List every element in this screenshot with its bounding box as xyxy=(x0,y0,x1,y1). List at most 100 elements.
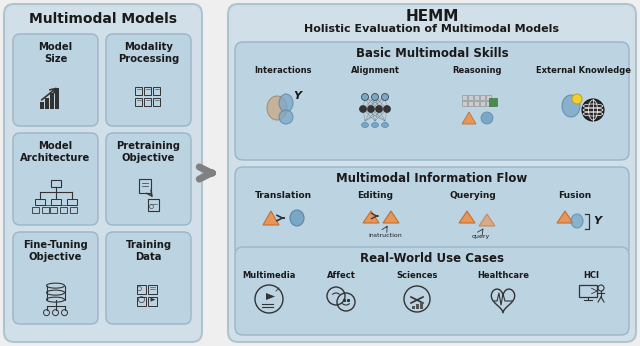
Ellipse shape xyxy=(290,210,304,226)
Polygon shape xyxy=(459,211,475,223)
Bar xyxy=(136,297,145,306)
Circle shape xyxy=(371,93,378,100)
Text: Editing: Editing xyxy=(357,191,393,200)
Text: Affect: Affect xyxy=(326,271,355,280)
Bar xyxy=(42,207,49,213)
Bar xyxy=(147,199,159,211)
Bar xyxy=(143,86,150,95)
Bar xyxy=(40,102,44,109)
Bar xyxy=(45,98,49,109)
Ellipse shape xyxy=(279,94,293,112)
Ellipse shape xyxy=(267,96,287,120)
FancyBboxPatch shape xyxy=(235,247,629,335)
Bar xyxy=(152,86,159,95)
Ellipse shape xyxy=(371,122,378,127)
Text: HEMM: HEMM xyxy=(405,9,459,24)
Text: Sciences: Sciences xyxy=(396,271,438,280)
Text: Reasoning: Reasoning xyxy=(452,66,502,75)
FancyBboxPatch shape xyxy=(106,133,191,225)
Ellipse shape xyxy=(362,122,369,127)
Polygon shape xyxy=(266,293,275,300)
Text: Training
Data: Training Data xyxy=(125,240,172,262)
Ellipse shape xyxy=(381,122,388,127)
Ellipse shape xyxy=(562,95,580,117)
Polygon shape xyxy=(363,211,379,223)
Circle shape xyxy=(362,93,369,100)
FancyBboxPatch shape xyxy=(106,34,191,126)
Bar xyxy=(486,101,491,106)
Bar xyxy=(49,207,56,213)
Text: Basic Multimodal Skills: Basic Multimodal Skills xyxy=(356,47,508,60)
Bar xyxy=(134,98,141,106)
Bar xyxy=(49,93,54,109)
Bar xyxy=(416,304,419,309)
Bar xyxy=(138,179,150,193)
Bar xyxy=(143,98,150,106)
Text: Y: Y xyxy=(293,91,301,101)
Bar xyxy=(31,207,38,213)
Text: Multimedia: Multimedia xyxy=(243,271,296,280)
FancyBboxPatch shape xyxy=(235,42,629,160)
Bar xyxy=(462,101,467,106)
FancyBboxPatch shape xyxy=(13,133,98,225)
FancyBboxPatch shape xyxy=(13,34,98,126)
Ellipse shape xyxy=(279,110,293,124)
Bar xyxy=(134,86,141,95)
Bar xyxy=(136,285,145,294)
Text: query: query xyxy=(472,234,490,239)
Text: Model
Size: Model Size xyxy=(38,42,72,64)
Bar xyxy=(489,98,497,106)
FancyBboxPatch shape xyxy=(4,4,202,342)
Circle shape xyxy=(381,93,388,100)
Bar xyxy=(486,95,491,100)
Text: HCI: HCI xyxy=(583,271,599,280)
Bar xyxy=(51,180,61,186)
Bar xyxy=(474,101,479,106)
Text: Querying: Querying xyxy=(450,191,497,200)
Bar xyxy=(412,306,415,309)
Polygon shape xyxy=(479,214,495,226)
Text: Interactions: Interactions xyxy=(254,66,312,75)
Polygon shape xyxy=(557,211,573,223)
FancyBboxPatch shape xyxy=(235,167,629,257)
Text: Multimodal Information Flow: Multimodal Information Flow xyxy=(337,172,527,185)
Polygon shape xyxy=(462,112,476,124)
Text: instruction: instruction xyxy=(368,233,402,238)
Text: Translation: Translation xyxy=(255,191,312,200)
Bar xyxy=(152,98,159,106)
Polygon shape xyxy=(263,211,279,225)
Circle shape xyxy=(367,106,374,112)
FancyBboxPatch shape xyxy=(228,4,636,342)
Bar xyxy=(480,101,485,106)
Bar xyxy=(35,199,45,204)
Bar xyxy=(67,199,77,204)
Circle shape xyxy=(383,106,390,112)
Circle shape xyxy=(376,106,383,112)
Text: Y: Y xyxy=(593,216,601,226)
Bar xyxy=(70,207,77,213)
Polygon shape xyxy=(383,211,399,223)
FancyBboxPatch shape xyxy=(106,232,191,324)
Bar xyxy=(51,199,61,204)
FancyBboxPatch shape xyxy=(13,232,98,324)
Text: Fusion: Fusion xyxy=(558,191,591,200)
Bar xyxy=(54,88,58,109)
Bar xyxy=(579,285,597,297)
Bar xyxy=(480,95,485,100)
Text: Healthcare: Healthcare xyxy=(477,271,529,280)
Text: Model
Architecture: Model Architecture xyxy=(20,141,91,163)
Text: External Knowledge: External Knowledge xyxy=(536,66,630,75)
Text: Real-World Use Cases: Real-World Use Cases xyxy=(360,252,504,265)
Circle shape xyxy=(572,94,582,104)
Bar xyxy=(468,95,473,100)
Bar xyxy=(420,302,423,309)
Bar xyxy=(60,207,67,213)
Text: Modality
Processing: Modality Processing xyxy=(118,42,179,64)
Text: Alignment: Alignment xyxy=(351,66,399,75)
Bar xyxy=(147,297,157,306)
Circle shape xyxy=(582,99,604,121)
Text: Holistic Evaluation of Multimodal Models: Holistic Evaluation of Multimodal Models xyxy=(305,24,559,34)
Bar xyxy=(474,95,479,100)
Text: Multimodal Models: Multimodal Models xyxy=(29,12,177,26)
Polygon shape xyxy=(150,298,156,302)
